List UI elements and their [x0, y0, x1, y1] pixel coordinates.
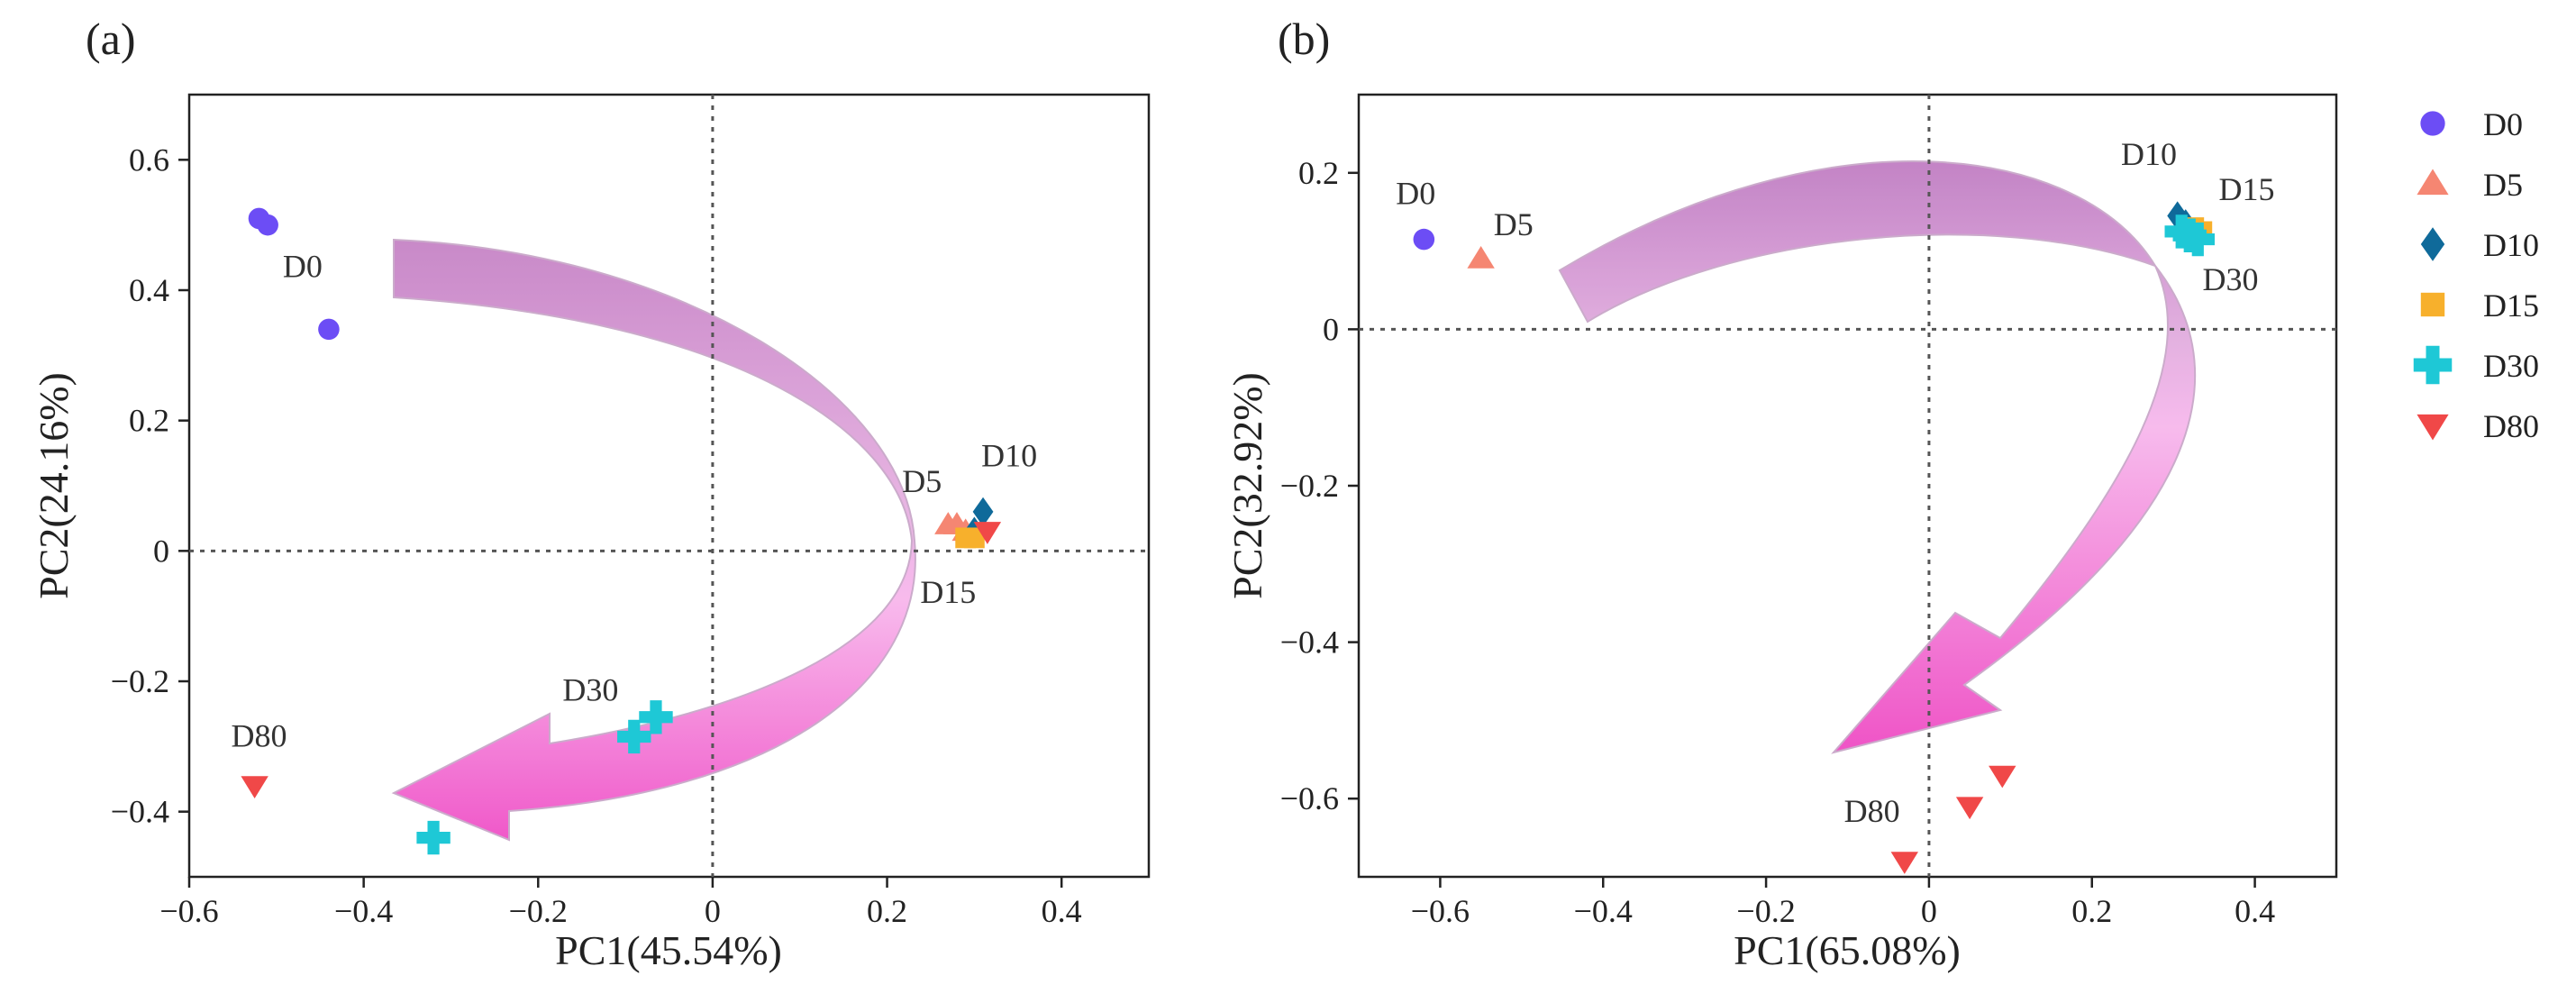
panel-b-y-tick-label: −0.6 [1280, 780, 1339, 816]
panel-a-annotations: D0 D5 D10 D15 D30 D80 [231, 249, 1037, 754]
panel-a-label-d5: D5 [902, 463, 942, 499]
panel-a-plot-frame [187, 93, 1151, 879]
panel-a-y-tick-label: −0.2 [111, 663, 169, 699]
panel-b-point-d30 [2180, 222, 2215, 257]
panel-a-y-tick-label: 0.2 [129, 403, 169, 439]
panel-a-point-d30 [617, 719, 651, 754]
panel-a-x-axis-title: PC1(45.54%) [555, 927, 782, 973]
panel-a-point-d30 [639, 700, 673, 734]
panel-b-label-d0: D0 [1396, 176, 1435, 212]
panel-b-y-tick-label: 0.2 [1298, 155, 1339, 191]
panel-a-x-tick-label: −0.2 [509, 893, 568, 929]
legend-label-d10: D10 [2483, 227, 2539, 263]
panel-b-label-d15: D15 [2219, 171, 2275, 207]
panel-a-label-d0: D0 [283, 249, 323, 285]
legend: D0 D5 D10 D15 D30 D80 [2413, 106, 2539, 444]
panel-b-label-d10: D10 [2121, 136, 2177, 172]
panel-a-x-tick-label: 0.2 [867, 893, 907, 929]
panel-a-point-d0 [257, 214, 278, 236]
panel-b-y-tick-label: 0 [1323, 311, 1339, 347]
legend-marker-d10 [2420, 227, 2445, 261]
panel-a-point-d30 [416, 820, 451, 855]
panel-b-x-tick-label: −0.4 [1574, 893, 1633, 929]
panel-b-annotations: D0 D5 D10 D15 D30 D80 [1396, 136, 2274, 829]
panel-a-point-d0 [318, 318, 340, 341]
legend-marker-d5 [2417, 169, 2449, 196]
panel-a-x-tick-label: 0.4 [1042, 893, 1082, 929]
panel-a-point-d80 [241, 776, 269, 798]
panel-a-axes: −0.6 −0.4 −0.2 0 0.2 0.4 −0.4 −0.2 0 0.2 0.4 0.6 [111, 95, 1149, 929]
panel-a-point-d10 [972, 497, 994, 527]
panel-b-point-d80 [1890, 852, 1918, 874]
panel-b-x-axis-title: PC1(65.08%) [1734, 927, 1961, 973]
panel-a-y-tick-label: 0 [153, 533, 169, 569]
panel-b-points [1413, 201, 2215, 874]
panel-b-x-tick-label: −0.6 [1411, 893, 1470, 929]
legend-label-d80: D80 [2483, 408, 2539, 444]
legend-item-d15: D15 [2420, 287, 2539, 324]
legend-label-d15: D15 [2483, 287, 2539, 324]
legend-item-d30: D30 [2413, 345, 2539, 385]
panel-b-trajectory-arrow [1558, 160, 2197, 754]
panel-b-axes: −0.6 −0.4 −0.2 0 0.2 0.4 −0.6 −0.4 −0.2 0 0.2 [1280, 95, 2336, 929]
panel-b-x-tick-label: 0.2 [2071, 893, 2112, 929]
panel-a-y-tick-label: −0.4 [111, 794, 169, 830]
legend-marker-d15 [2420, 292, 2445, 317]
panel-b-label-d5: D5 [1494, 206, 1534, 242]
panel-a: (a) −0.6 −0.4 −0.2 0 0.2 0.4 −0.4 −0.2 0 0.2 0.4 0.… [31, 14, 1151, 973]
legend-marker-d30 [2413, 345, 2453, 385]
legend-marker-d0 [2420, 111, 2445, 136]
panel-a-point-d80 [973, 522, 1002, 544]
panel-a-trajectory-arrow [391, 238, 916, 842]
panel-b-point-d80 [1989, 765, 2016, 789]
panel-b-point-d0 [1413, 228, 1435, 251]
panel-a-y-tick-label: 0.4 [129, 272, 169, 308]
panel-a-label-d30: D30 [562, 672, 618, 708]
legend-label-d30: D30 [2483, 348, 2539, 384]
panel-b-label-d80: D80 [1844, 793, 1900, 829]
panel-a-points [241, 207, 1002, 855]
panel-a-x-tick-label: 0 [705, 893, 721, 929]
panel-b: (b) −0.6 −0.4 −0.2 0 0.2 0.4−0.6−0.4−0.200.2 … [1224, 14, 2338, 973]
panel-b-y-tick-label: −0.2 [1280, 468, 1339, 504]
legend-label-d5: D5 [2483, 167, 2523, 203]
panel-b-x-tick-label: −0.2 [1736, 893, 1795, 929]
panel-a-letter: (a) [86, 14, 136, 64]
panel-b-label-d30: D30 [2202, 261, 2258, 297]
panel-a-label-d80: D80 [231, 717, 287, 753]
legend-item-d5: D5 [2417, 167, 2523, 203]
panel-b-letter: (b) [1278, 14, 1330, 64]
panel-a-x-tick-label: −0.6 [159, 893, 218, 929]
legend-marker-d80 [2417, 414, 2449, 441]
panel-b-point-d5 [1467, 246, 1495, 269]
panel-a-y-axis-title: PC2(24.16%) [31, 372, 77, 599]
panel-b-x-tick-label: 0 [1921, 893, 1937, 929]
panel-b-y-axis-title: PC2(32.92%) [1224, 372, 1270, 599]
panel-b-y-tick-label: −0.4 [1280, 625, 1339, 661]
panel-a-point-d15 [963, 527, 985, 549]
panel-a-label-d15: D15 [920, 574, 976, 610]
panel-a-label-d10: D10 [981, 437, 1037, 473]
panel-a-y-tick-label: 0.6 [129, 141, 169, 178]
panel-b-point-d80 [1955, 797, 1984, 820]
panel-b-x-tick-label: 0.4 [2235, 893, 2275, 929]
legend-item-d80: D80 [2417, 408, 2539, 444]
legend-item-d0: D0 [2420, 106, 2523, 142]
legend-label-d0: D0 [2483, 106, 2523, 142]
panel-a-x-tick-label: −0.4 [334, 893, 393, 929]
legend-item-d10: D10 [2420, 227, 2539, 263]
